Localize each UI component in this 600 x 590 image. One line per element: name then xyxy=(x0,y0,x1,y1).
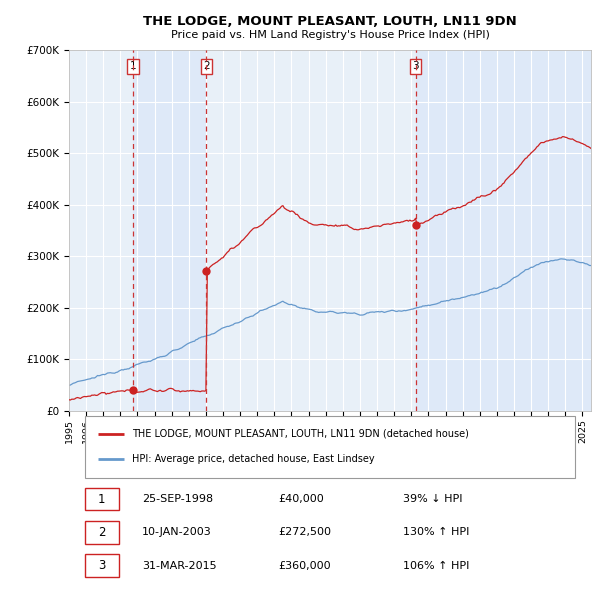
Text: Price paid vs. HM Land Registry's House Price Index (HPI): Price paid vs. HM Land Registry's House … xyxy=(170,30,490,40)
Text: 39% ↓ HPI: 39% ↓ HPI xyxy=(403,494,463,504)
Bar xyxy=(133,50,206,411)
Text: THE LODGE, MOUNT PLEASANT, LOUTH, LN11 9DN (detached house): THE LODGE, MOUNT PLEASANT, LOUTH, LN11 9… xyxy=(131,429,469,439)
Text: THE LODGE, MOUNT PLEASANT, LOUTH, LN11 9DN: THE LODGE, MOUNT PLEASANT, LOUTH, LN11 9… xyxy=(143,15,517,28)
Text: 3: 3 xyxy=(412,61,419,71)
Text: 1: 1 xyxy=(130,61,136,71)
Text: 2: 2 xyxy=(203,61,210,71)
Bar xyxy=(416,50,591,411)
Text: 2: 2 xyxy=(98,526,106,539)
Text: 3: 3 xyxy=(98,559,106,572)
Text: 25-SEP-1998: 25-SEP-1998 xyxy=(142,494,213,504)
Text: £40,000: £40,000 xyxy=(278,494,323,504)
Text: 31-MAR-2015: 31-MAR-2015 xyxy=(142,561,217,571)
Text: 1: 1 xyxy=(98,493,106,506)
FancyBboxPatch shape xyxy=(85,521,119,544)
FancyBboxPatch shape xyxy=(85,555,119,578)
Text: £360,000: £360,000 xyxy=(278,561,331,571)
Text: HPI: Average price, detached house, East Lindsey: HPI: Average price, detached house, East… xyxy=(131,454,374,464)
FancyBboxPatch shape xyxy=(85,487,119,510)
FancyBboxPatch shape xyxy=(85,417,575,478)
Text: £272,500: £272,500 xyxy=(278,527,331,537)
Text: 10-JAN-2003: 10-JAN-2003 xyxy=(142,527,212,537)
Text: 130% ↑ HPI: 130% ↑ HPI xyxy=(403,527,469,537)
Text: 106% ↑ HPI: 106% ↑ HPI xyxy=(403,561,469,571)
